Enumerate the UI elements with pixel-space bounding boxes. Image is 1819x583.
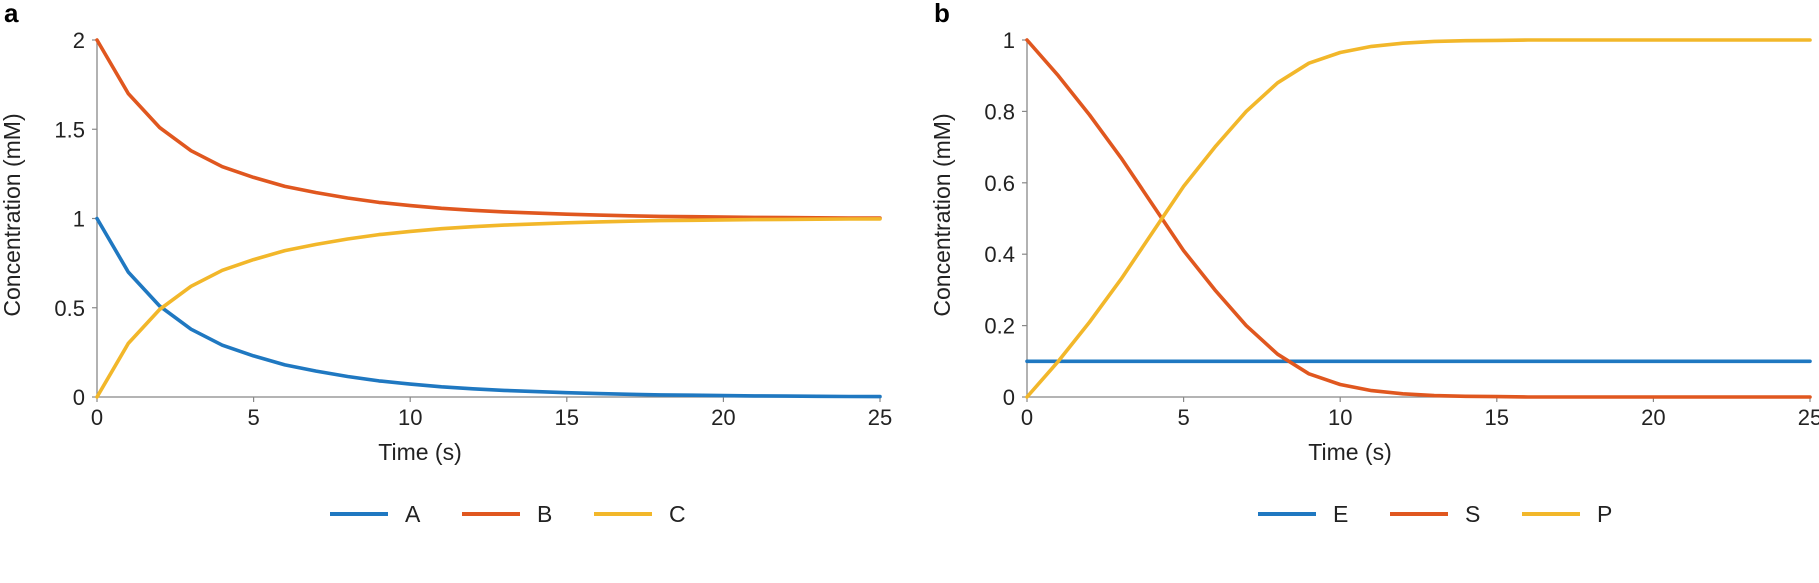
series-lines-b (1025, 38, 1812, 399)
y-tick-label: 1 (73, 207, 85, 232)
axes-b: 00.20.40.60.810 5 10 15 20 25 (984, 28, 1819, 430)
series-line-s (1025, 38, 1812, 399)
y-tick-label: 2 (73, 28, 85, 53)
x-axis-title-b: Time (s) (1308, 439, 1391, 465)
x-tick-label: 5 (247, 405, 259, 430)
series-line-a (95, 216, 882, 399)
y-axis-title-b: Concentration (mM) (929, 113, 955, 316)
series-line-c (95, 217, 882, 399)
x-tick-label: 0 (91, 405, 103, 430)
legend-label-a: A (405, 501, 421, 527)
x-tick-label: 25 (1798, 405, 1819, 430)
x-tick-label: 15 (555, 405, 579, 430)
x-tick-label: 25 (868, 405, 892, 430)
y-tick-label: 0.2 (984, 314, 1015, 339)
x-axis-title-a: Time (s) (378, 439, 461, 465)
y-tick-label: 1 (1003, 28, 1015, 53)
chart-panel-b: b Concentration (mM) Time (s) 0 0.2 0.4 0.6… (929, 0, 1819, 527)
legend-label-b: B (537, 501, 552, 527)
legend-label-s: S (1465, 501, 1480, 527)
y-tick-label: 0.6 (984, 171, 1015, 196)
chart-panel-a: a Concentration (mM) Time (s) 00.511.520… (0, 0, 892, 527)
panel-label-a: a (4, 0, 19, 28)
x-tick-label: 10 (398, 405, 422, 430)
x-tick-label: 20 (711, 405, 735, 430)
y-tick-label: 1.5 (54, 117, 85, 142)
y-tick-label: 0 (73, 385, 85, 410)
y-tick-label: 0.8 (984, 99, 1015, 124)
y-tick-label: 0.4 (984, 242, 1015, 267)
series-line-b (95, 38, 882, 220)
x-tick-label: 20 (1641, 405, 1665, 430)
x-tick-label: 10 (1328, 405, 1352, 430)
legend-a: A B C (330, 501, 686, 527)
y-tick-label: 0 (1003, 385, 1015, 410)
y-tick-label: 0.5 (54, 296, 85, 321)
x-tick-label: 0 (1021, 405, 1033, 430)
y-axis-title-a: Concentration (mM) (0, 113, 25, 316)
x-tick-label: 15 (1485, 405, 1509, 430)
legend-label-p: P (1597, 501, 1612, 527)
axes-a: 00.511.520 5 10 15 20 25 (54, 28, 892, 430)
legend-label-e: E (1333, 501, 1348, 527)
series-lines-a (95, 38, 882, 399)
legend-label-c: C (669, 501, 686, 527)
panel-label-b: b (934, 0, 950, 28)
series-line-p (1025, 38, 1812, 399)
x-tick-label: 5 (1177, 405, 1189, 430)
